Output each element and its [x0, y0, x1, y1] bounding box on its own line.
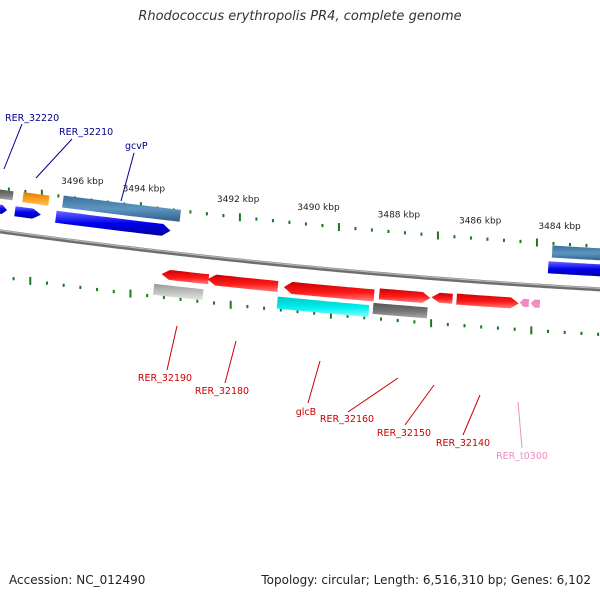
cds-RER_32140	[456, 293, 519, 309]
gene-label-glcB: glcB	[296, 407, 316, 418]
gene-label-RER_32150: RER_32150	[377, 428, 431, 439]
gene-label-RER_32220: RER_32220	[5, 113, 59, 124]
gene-label-RER_t0300: RER_t0300	[496, 451, 548, 462]
backbone-highlight	[0, 229, 600, 289]
kbp-label: 3492 kbp	[217, 195, 260, 205]
cds-trna-2	[530, 299, 541, 308]
cds-gcvP	[55, 210, 171, 236]
label-layer: 3496 kbp 3494 kbp 3492 kbp 3490 kbp 3488 kbp…	[5, 113, 581, 462]
leader-RER_32160	[347, 377, 399, 413]
leader-gcvP	[120, 152, 135, 202]
leader-RER_32220	[3, 123, 23, 170]
leader-RER_32150	[404, 384, 435, 426]
kbp-label: 3490 kbp	[297, 203, 340, 213]
feature-layer	[0, 189, 600, 319]
kbp-label: 3496 kbp	[61, 177, 104, 187]
cds-blue-small	[14, 206, 41, 219]
leader-RER_32140	[462, 394, 481, 436]
gene-label-RER_32140: RER_32140	[436, 438, 490, 449]
cds-steel-right	[551, 245, 600, 261]
cds-gray-bottom	[372, 302, 428, 319]
leader-RER_32210	[35, 138, 73, 179]
leader-RER_32180	[224, 340, 237, 384]
kbp-label: 3488 kbp	[378, 210, 421, 220]
leader-glcB	[307, 360, 321, 404]
backbone-line	[0, 229, 600, 292]
cds-lightgray	[153, 283, 204, 301]
genome-backbone	[0, 229, 600, 292]
cds-gray-top	[0, 189, 14, 201]
cds-blue-right	[547, 261, 600, 277]
kbp-label: 3484 kbp	[538, 222, 581, 232]
kbp-label: 3486 kbp	[459, 217, 502, 227]
cds-trna-1	[519, 298, 530, 308]
cds-glcB-track	[276, 296, 370, 317]
accession-text: Accession: NC_012490	[9, 573, 146, 587]
gene-label-RER_32210: RER_32210	[59, 127, 113, 138]
leader-RER_t0300	[517, 401, 523, 449]
cds-RER_32180	[207, 274, 279, 292]
cds-orange	[22, 192, 50, 206]
inner-tick-ring	[12, 276, 600, 336]
label-leader-lines	[3, 123, 523, 449]
cds-RER_32150	[431, 292, 453, 304]
gene-label-RER_32160: RER_32160	[320, 414, 374, 425]
leader-RER_32190	[166, 325, 178, 371]
gene-label-RER_32180: RER_32180	[195, 386, 249, 397]
topology-text: Topology: circular; Length: 6,516,310 bp…	[261, 573, 591, 587]
cds-gcvP-track	[62, 195, 181, 222]
gene-label-gcvP: gcvP	[125, 141, 148, 152]
cds-blue-edge	[0, 204, 7, 214]
cds-RER_32160	[378, 288, 431, 303]
cds-glcB	[283, 281, 375, 302]
gene-label-RER_32190: RER_32190	[138, 373, 192, 384]
page-title: Rhodococcus erythropolis PR4, complete g…	[138, 9, 462, 24]
kbp-label: 3494 kbp	[123, 184, 166, 194]
cds-RER_32190	[161, 270, 210, 285]
